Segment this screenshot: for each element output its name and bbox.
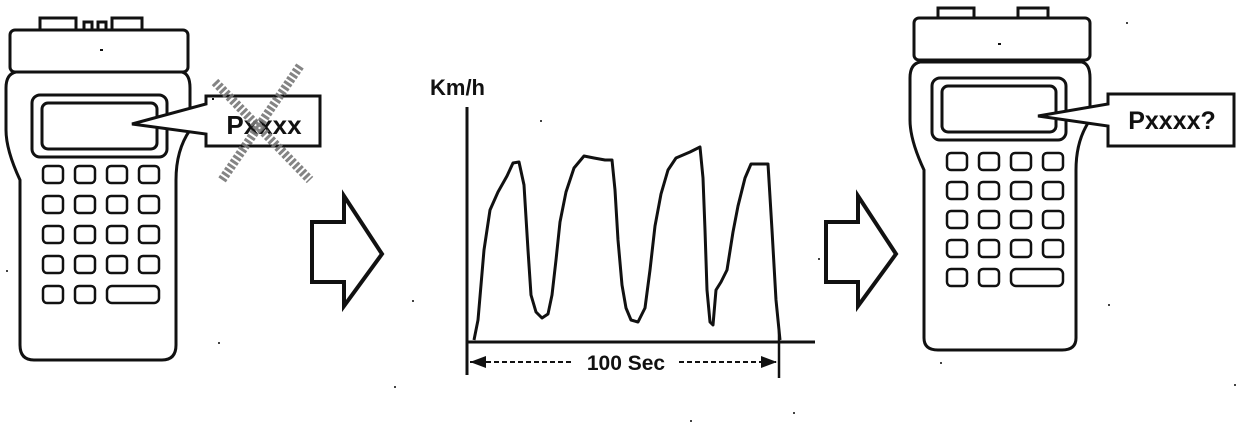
speed-trace-line xyxy=(472,145,782,341)
right-scan-tool xyxy=(908,6,1092,352)
right-callout-text: Pxxxx? xyxy=(1128,107,1216,135)
right-arrow-icon xyxy=(824,189,899,313)
right-arrow-icon xyxy=(310,189,385,313)
graph-y-axis-label: Km/h xyxy=(430,75,485,100)
tool-body xyxy=(908,60,1092,352)
arrowhead-left-icon xyxy=(470,356,486,368)
arrowhead-right-icon xyxy=(761,356,777,368)
left-scan-tool xyxy=(4,16,192,362)
connector-plug-icon xyxy=(38,16,78,32)
tool-screen xyxy=(940,84,1058,134)
speed-graph: Km/h 100 Sec xyxy=(430,75,815,378)
tool-body xyxy=(4,70,192,362)
tool-keypad xyxy=(41,164,161,305)
graph-duration-label: 100 Sec xyxy=(587,352,666,375)
right-callout: Pxxxx? xyxy=(1037,92,1236,148)
connector-plug-icon xyxy=(110,16,144,32)
left-callout: Pxxxx xyxy=(131,63,322,184)
tool-top-cap xyxy=(912,16,1092,62)
cross-out-icon xyxy=(211,63,314,184)
tool-screen-bezel xyxy=(930,76,1068,142)
tool-top-cap xyxy=(8,28,190,74)
tool-keypad xyxy=(945,151,1065,288)
scan-speckles xyxy=(6,22,1236,422)
